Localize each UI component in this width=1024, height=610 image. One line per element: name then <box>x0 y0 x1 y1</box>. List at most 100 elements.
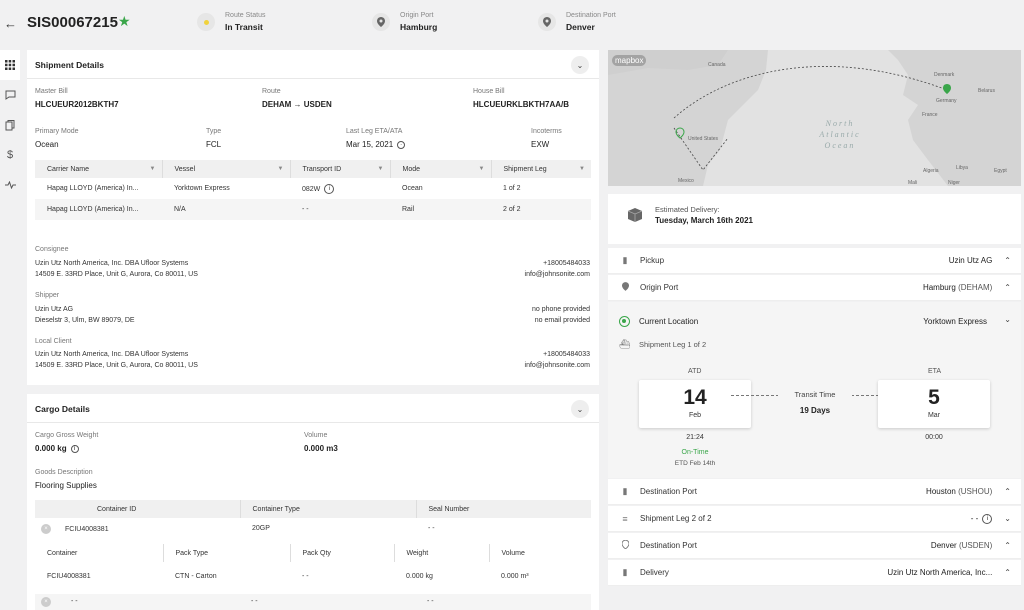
table-row[interactable]: × - - - - - - <box>35 594 591 610</box>
origin-port-label: Origin Port <box>640 283 679 292</box>
leg1-label: Shipment Leg 1 of 2 <box>639 340 707 349</box>
chat-icon[interactable] <box>0 80 20 110</box>
location-pin-icon <box>620 539 630 551</box>
col-volume[interactable]: Volume <box>489 544 591 562</box>
atd-month: Feb <box>688 412 702 419</box>
table-row[interactable]: Hapag LLOYD (America) In... Yorktown Exp… <box>35 178 591 199</box>
col-container-type[interactable]: Container Type <box>240 500 417 518</box>
collapse-row-icon[interactable]: × <box>41 523 51 534</box>
ocean-label: North Atlantic Ocean <box>819 119 861 150</box>
cell: 0.000 m³ <box>501 572 529 580</box>
destination-port-label: Destination Port <box>566 12 616 19</box>
map-label: Algeria <box>923 168 939 174</box>
cell: CTN - Carton <box>175 572 217 580</box>
table-row[interactable]: × FCIU4008381 20GP - - <box>35 518 591 539</box>
chevron-up-icon[interactable]: ⌃ <box>1004 256 1011 265</box>
cell: 20GP <box>252 525 270 532</box>
target-icon <box>619 316 630 327</box>
shipper-name: Uzin Utz AG <box>35 306 74 313</box>
local-client-address: 14509 E. 33RD Place, Unit G, Aurora, Co … <box>35 362 198 369</box>
col-shipment-leg[interactable]: Shipment Leg ▼ <box>491 160 591 178</box>
map-label: Belarus <box>978 88 995 94</box>
sort-icon: ▼ <box>277 165 284 172</box>
chevron-down-icon[interactable]: ⌄ <box>571 400 589 418</box>
destination-port-row-2[interactable]: Destination Port Denver (USDEN) ⌃ <box>608 533 1021 559</box>
route-map[interactable]: mapbox United States Mexico Canada Denma… <box>608 50 1021 186</box>
col-mode[interactable]: Mode ▼ <box>390 160 492 178</box>
destination-pin-icon <box>675 127 685 139</box>
cell: FCIU4008381 <box>47 572 91 580</box>
route-status: Route Status In Transit <box>197 12 265 32</box>
cell: Hapag LLOYD (America) In... <box>47 185 139 192</box>
leg2-label: Shipment Leg 2 of 2 <box>640 514 712 523</box>
cell: Yorktown Express <box>174 185 230 192</box>
atd-time: 21:24 <box>686 434 704 441</box>
col-seal-number[interactable]: Seal Number <box>416 500 591 518</box>
route-value: DEHAM → USDEN <box>262 100 332 109</box>
last-leg-label: Last Leg ETA/ATA <box>346 128 403 135</box>
pickup-label: Pickup <box>640 256 665 265</box>
sort-icon: ▼ <box>149 165 156 172</box>
location-pin-icon <box>372 13 390 31</box>
col-carrier[interactable]: Carrier Name ▼ <box>35 160 163 178</box>
origin-port: Origin Port Hamburg <box>372 12 437 32</box>
back-arrow-icon[interactable]: ← <box>4 16 17 31</box>
chevron-up-icon[interactable]: ⌃ <box>1004 541 1011 550</box>
goods-description-value: Flooring Supplies <box>35 481 97 490</box>
cell: - - <box>427 598 434 605</box>
destination-port-value: Denver (USDEN) <box>930 541 993 550</box>
table-row[interactable]: FCIU4008381 CTN - Carton - - 0.000 kg 0.… <box>35 562 591 590</box>
documents-icon[interactable] <box>0 110 20 140</box>
col-pack-type[interactable]: Pack Type <box>163 544 291 562</box>
cell: - - <box>71 598 78 605</box>
consignee-label: Consignee <box>35 246 69 253</box>
pickup-row[interactable]: ▮ Pickup Uzin Utz AG ⌃ <box>608 248 1021 274</box>
chevron-down-icon[interactable]: ⌄ <box>1004 514 1011 523</box>
grid-icon[interactable] <box>0 50 20 80</box>
map-land <box>608 50 1021 186</box>
legs-table: Carrier Name ▼ Vessel ▼ Transport ID ▼ Mode… <box>35 160 591 220</box>
atd-card: 14 Feb <box>639 380 751 428</box>
dollar-icon[interactable]: $ <box>6 149 14 161</box>
chevron-up-icon[interactable]: ⌃ <box>1004 568 1011 577</box>
local-client-email[interactable]: info@johnsonite.com <box>524 362 590 369</box>
leg2-row[interactable]: ≡ Shipment Leg 2 of 2 - -i ⌄ <box>608 506 1021 532</box>
origin-port-row[interactable]: Origin Port Hamburg (DEHAM) ⌃ <box>608 275 1021 301</box>
col-transport-id[interactable]: Transport ID ▼ <box>290 160 391 178</box>
info-icon[interactable]: i <box>982 513 993 524</box>
cell: Ocean <box>402 185 423 192</box>
col-container[interactable]: Container <box>35 544 164 562</box>
col-vessel[interactable]: Vessel ▼ <box>162 160 291 178</box>
col-container-id[interactable]: Container ID <box>35 500 241 518</box>
primary-mode-value: Ocean <box>35 140 59 149</box>
table-row[interactable]: Hapag LLOYD (America) In... N/A - - Rail… <box>35 199 591 220</box>
clock-icon: · <box>397 140 406 149</box>
map-label: Niger <box>948 180 960 186</box>
col-weight[interactable]: Weight <box>394 544 490 562</box>
favorite-star-icon[interactable]: ★ <box>118 13 131 29</box>
shipper-address: Dieselstr 3, Ulm, BW 89079, DE <box>35 317 135 324</box>
map-label: Canada <box>708 62 726 68</box>
incoterms-label: Incoterms <box>531 128 562 135</box>
chevron-down-icon[interactable]: ⌄ <box>1004 315 1011 324</box>
chevron-up-icon[interactable]: ⌃ <box>1004 487 1011 496</box>
destination-port-row-1[interactable]: ▮ Destination Port Houston (USHOU) ⌃ <box>608 479 1021 505</box>
info-icon[interactable]: i <box>324 183 335 194</box>
cell: 0.000 kg <box>406 572 433 580</box>
consignee-email[interactable]: info@johnsonite.com <box>524 271 590 278</box>
sort-icon: ▼ <box>478 165 485 172</box>
chevron-up-icon[interactable]: ⌃ <box>1004 283 1011 292</box>
pickup-value: Uzin Utz AG <box>948 256 993 265</box>
master-bill-label: Master Bill <box>35 88 68 95</box>
activity-icon[interactable] <box>0 170 20 200</box>
delivery-row[interactable]: ▮ Delivery Uzin Utz North America, Inc..… <box>608 560 1021 586</box>
info-icon[interactable]: i <box>70 444 79 453</box>
map-label: Denmark <box>934 72 955 78</box>
goods-description-label: Goods Description <box>35 469 93 476</box>
col-pack-qty[interactable]: Pack Qty <box>290 544 395 562</box>
chevron-down-icon[interactable]: ⌄ <box>571 56 589 74</box>
shipper-email: no email provided <box>534 317 590 324</box>
atd-day: 14 <box>683 386 707 409</box>
sort-icon: ▼ <box>377 165 384 172</box>
collapse-row-icon[interactable]: × <box>41 597 51 607</box>
